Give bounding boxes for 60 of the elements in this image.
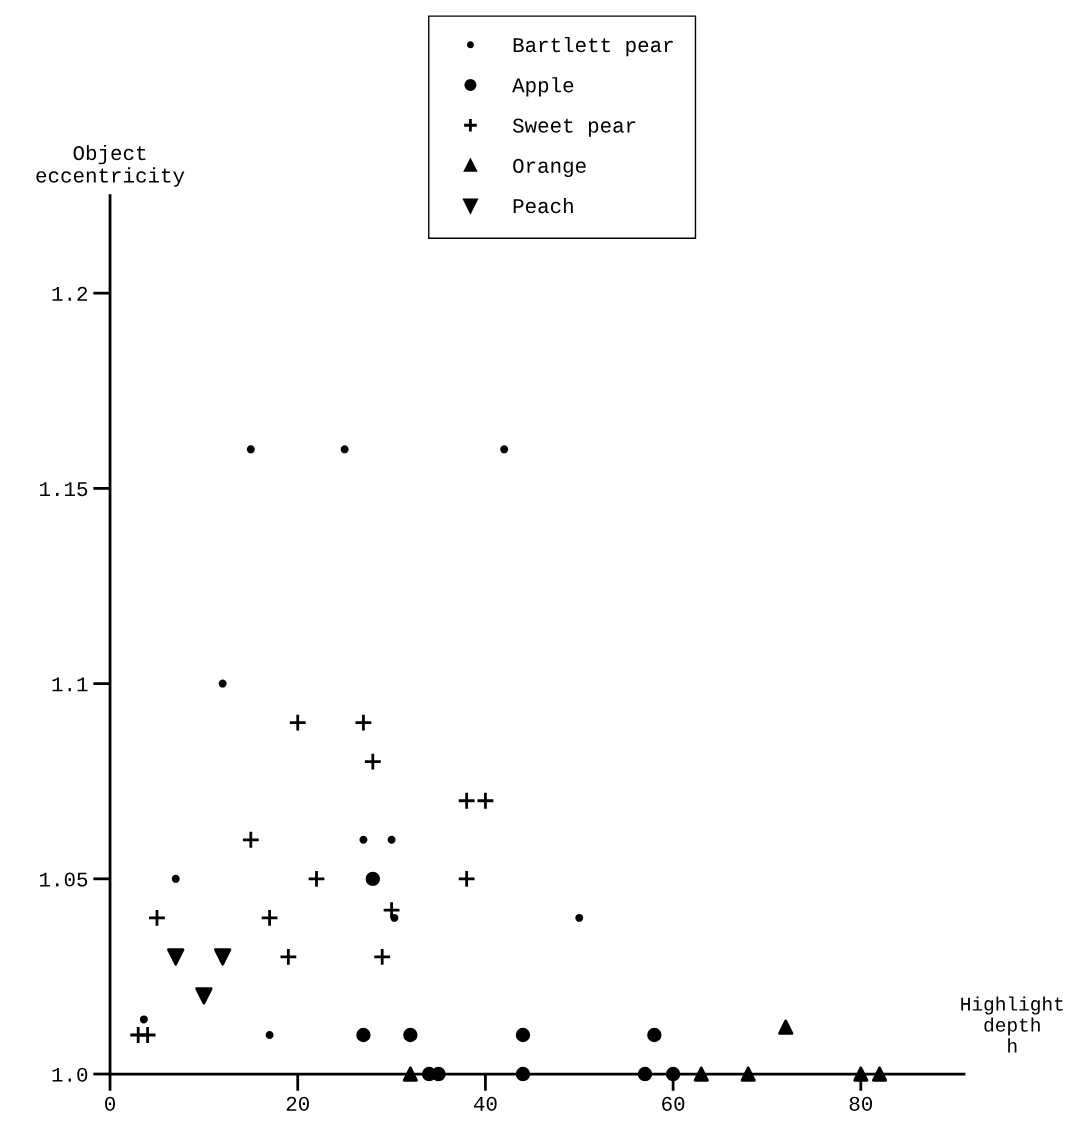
point [354,713,373,732]
point [241,830,261,850]
point [147,908,167,928]
point [403,1027,418,1043]
point [138,1025,157,1045]
x-tick-label: 60 [662,1096,685,1111]
point [853,1066,869,1082]
point [218,679,227,688]
point [340,445,349,454]
point [665,1066,681,1082]
x-tick-label: 80 [849,1096,873,1111]
y-tick-label: 1.2 [52,286,88,301]
y-tick-label: 1.0 [52,1067,88,1082]
y-axis-title: Object eccentricity [36,144,185,187]
point [693,1066,709,1082]
point [871,1066,888,1082]
point [279,947,298,967]
legend-label: Apple [512,77,574,97]
point [647,1027,662,1043]
point [139,1015,148,1024]
point [167,948,185,966]
point [307,869,326,889]
legend-label: Orange [513,158,586,178]
point [195,987,213,1005]
point [382,900,401,920]
point [288,713,308,732]
point [265,1031,274,1039]
point [500,445,509,454]
point [365,871,381,887]
point [246,445,255,454]
point [213,948,232,966]
point [740,1066,756,1082]
point [363,752,383,772]
x-axis-title: Highlight depth h [961,996,1063,1053]
point [515,1066,531,1082]
point [372,947,392,967]
point [457,869,476,889]
point [515,1027,531,1043]
point [457,791,476,811]
point [260,908,279,928]
point [778,1019,794,1035]
point [431,1066,446,1082]
point [637,1066,653,1082]
legend-label: Sweet pear [512,118,636,137]
point [387,835,396,844]
point [575,913,584,922]
y-tick-label: 1.1 [52,677,88,692]
legend-label: Bartlett pear [513,36,673,57]
y-tick-label: 1.15 [40,482,88,497]
point [356,1027,371,1043]
y-tick-label: 1.05 [40,872,88,887]
legend-label: Peach [513,197,573,214]
point [390,913,399,922]
x-tick-label: 20 [286,1096,309,1111]
x-tick-label: 0 [105,1096,116,1111]
point [171,874,180,883]
point [476,791,495,811]
point [359,835,368,844]
point [402,1066,418,1082]
x-tick-label: 40 [473,1096,497,1111]
